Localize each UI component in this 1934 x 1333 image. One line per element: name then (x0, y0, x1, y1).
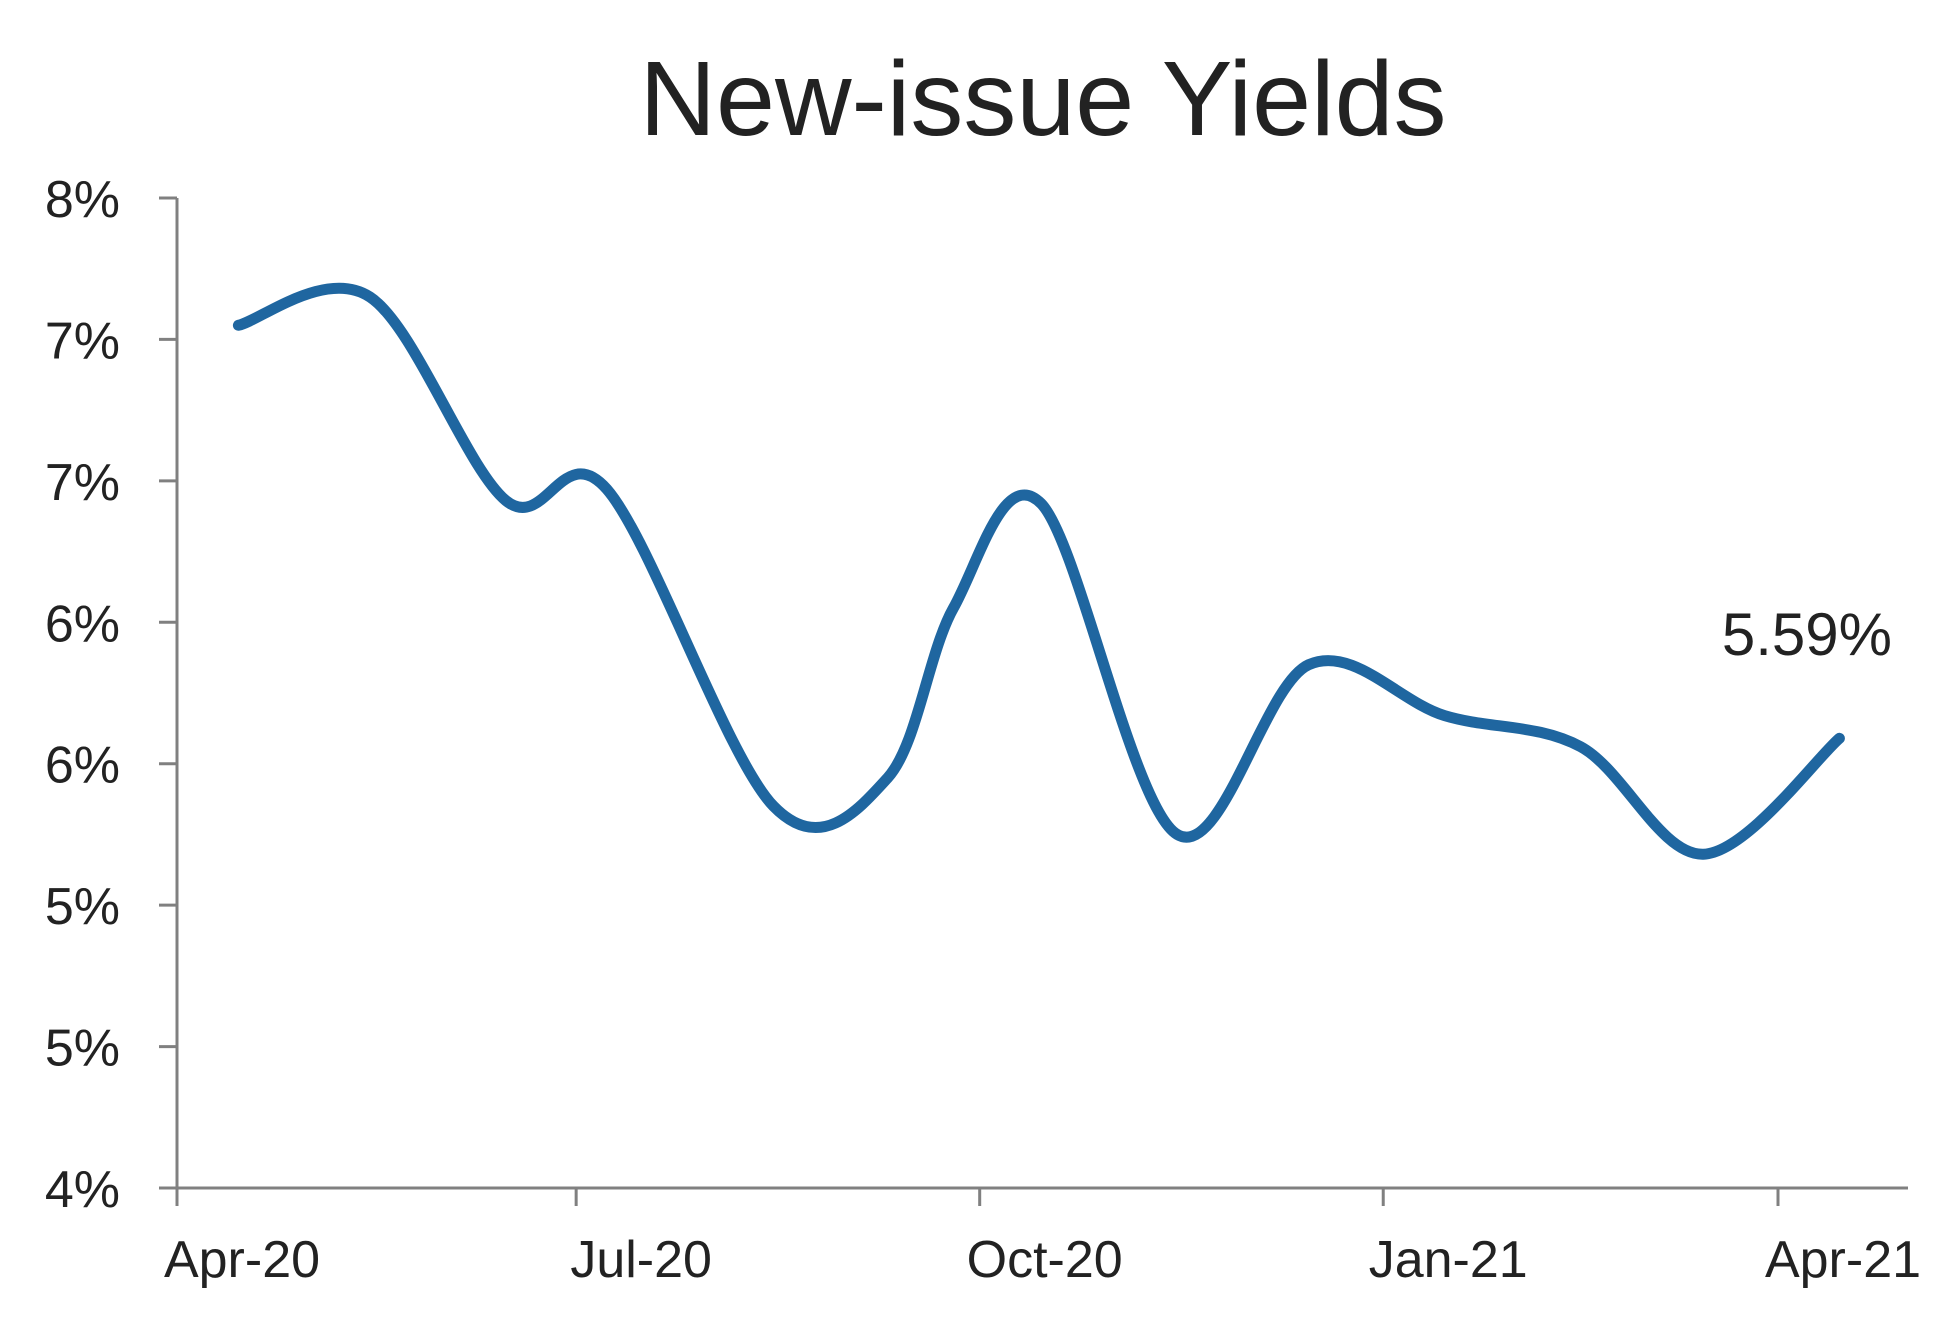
y-tick-label: 6% (45, 595, 120, 653)
x-tick-label: Apr-21 (1765, 1231, 1921, 1289)
y-tick-label: 7% (45, 312, 120, 370)
y-tick-label: 4% (45, 1161, 120, 1219)
x-tick-label: Jan-21 (1369, 1231, 1528, 1289)
x-tick-label: Jul-20 (570, 1231, 712, 1289)
y-tick-label: 5% (45, 878, 120, 936)
y-tick-label: 7% (45, 454, 120, 512)
y-tick-label: 5% (45, 1020, 120, 1078)
yield-series-line (232, 282, 1845, 860)
y-tick-label: 6% (45, 737, 120, 795)
last-value-label: 5.59% (1722, 601, 1892, 668)
x-tick-label: Apr-20 (164, 1231, 320, 1289)
x-tick-label: Oct-20 (967, 1231, 1123, 1289)
series-group (232, 282, 1845, 860)
annotations: 5.59% (1722, 601, 1892, 668)
chart-title: New-issue Yields (639, 40, 1446, 158)
y-tick-label: 8% (45, 171, 120, 229)
axes: 4% 5% 5% 6% 6% 7% 7% 8% Apr-20 Jul-20 Oct-20 Jan-21… (45, 171, 1921, 1289)
